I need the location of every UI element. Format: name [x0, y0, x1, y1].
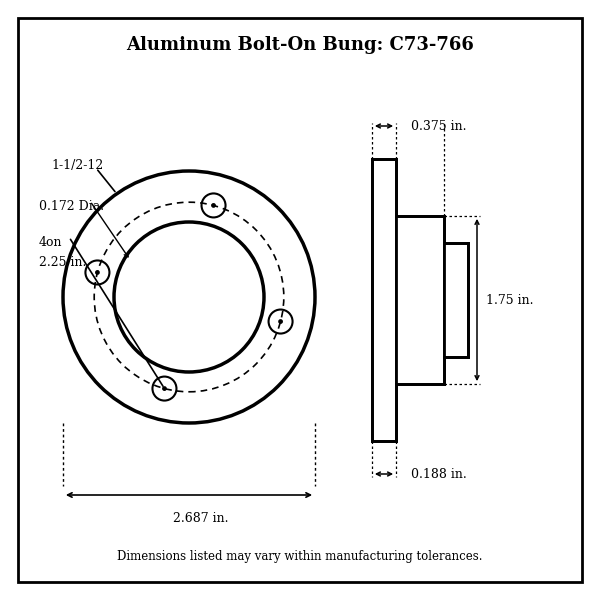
Text: 2.25 in.: 2.25 in. — [39, 256, 86, 269]
Text: 1-1/2-12: 1-1/2-12 — [51, 158, 103, 172]
Text: 0.375 in.: 0.375 in. — [411, 119, 467, 133]
Circle shape — [162, 386, 167, 391]
Text: 0.172 Dia.: 0.172 Dia. — [39, 200, 104, 214]
Bar — [372, 159, 396, 441]
Circle shape — [211, 203, 216, 208]
Circle shape — [278, 319, 283, 324]
Bar — [444, 243, 468, 357]
Bar — [396, 216, 444, 384]
Text: Dimensions listed may vary within manufacturing tolerances.: Dimensions listed may vary within manufa… — [117, 550, 483, 563]
Text: Aluminum Bolt-On Bung: C73-766: Aluminum Bolt-On Bung: C73-766 — [126, 36, 474, 54]
Text: 4on: 4on — [39, 236, 62, 250]
Text: 0.188 in.: 0.188 in. — [411, 467, 467, 481]
Text: 1.75 in.: 1.75 in. — [486, 293, 533, 307]
Text: 2.687 in.: 2.687 in. — [173, 512, 229, 525]
Circle shape — [95, 270, 100, 275]
